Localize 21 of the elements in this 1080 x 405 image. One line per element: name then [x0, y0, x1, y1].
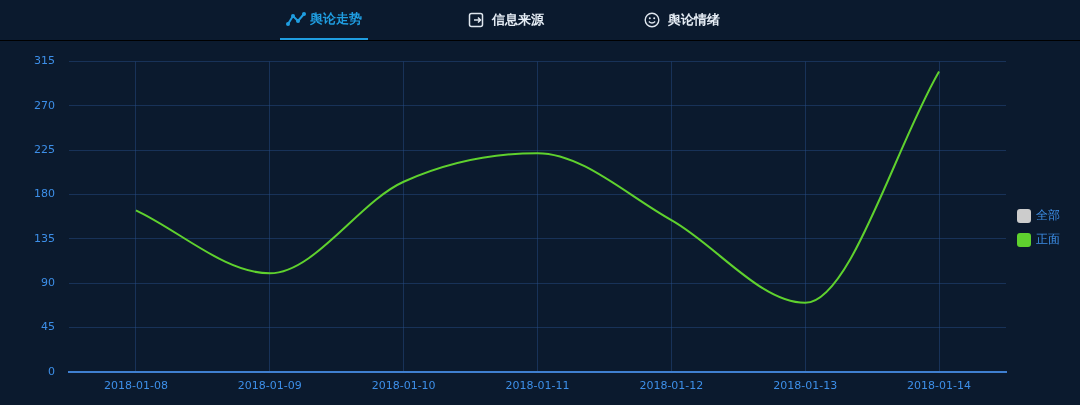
x-tick-label: 2018-01-10	[371, 379, 436, 393]
y-tick-label: 90	[41, 276, 55, 290]
text: 信息来源	[492, 11, 544, 29]
x-tick-label: 2018-01-12	[639, 379, 704, 393]
x-tick-label: 2018-01-11	[505, 379, 570, 393]
y-tick-label: 270	[34, 98, 55, 112]
x-tick-label: 2018-01-09	[237, 379, 302, 393]
x-tick-label: 2018-01-08	[103, 379, 168, 393]
line-series	[134, 70, 941, 304]
chart-title: 舆论走势	[310, 10, 362, 28]
y-tick-label: 225	[34, 143, 55, 157]
text: 舆论情绪	[668, 11, 720, 29]
legend-label: 正面	[1036, 232, 1060, 247]
y-tick-label: 0	[48, 364, 55, 378]
y-tick-label: 180	[34, 187, 55, 201]
x-tick-label: 2018-01-13	[773, 379, 838, 393]
y-tick-label: 45	[41, 320, 55, 334]
y-tick-label: 135	[34, 231, 55, 245]
y-tick-label: 315	[34, 54, 55, 68]
x-tick-label: 2018-01-14	[907, 379, 972, 393]
legend-label: 全部	[1036, 208, 1060, 223]
